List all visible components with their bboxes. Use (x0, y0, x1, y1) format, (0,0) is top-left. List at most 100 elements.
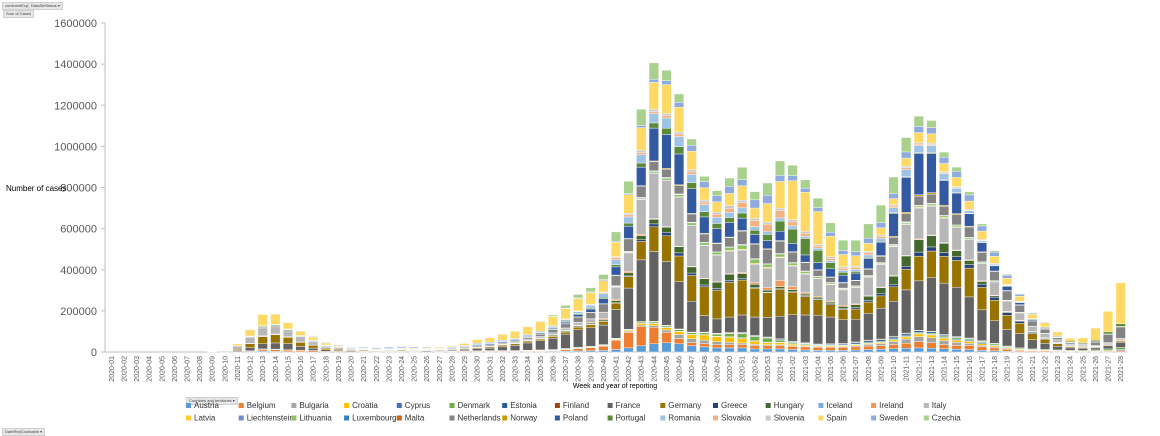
legend-item-luxembourg[interactable]: Luxembourg (344, 414, 397, 423)
legend-item-bulgaria[interactable]: Bulgaria (291, 401, 329, 410)
bar-segment-italy (825, 284, 836, 302)
y-axis-title: Number of cases (6, 184, 66, 193)
bar-segment-poland (888, 213, 899, 237)
bar-segment-hungary (901, 255, 912, 267)
legend-item-sweden[interactable]: Sweden (871, 414, 908, 423)
bar-segment-france (1065, 347, 1076, 351)
legend-item-ireland[interactable]: Ireland (871, 401, 904, 410)
bar-segment-slovakia (800, 233, 811, 237)
bar-segment-sweden (674, 101, 685, 108)
bar-segment-bulgaria (976, 345, 987, 348)
legend-item-lithuania[interactable]: Lithuania (291, 414, 332, 423)
legend-item-czechia[interactable]: Czechia (923, 414, 961, 423)
bar-segment-germany (951, 260, 962, 288)
bar-segment-spain (939, 163, 950, 172)
legend-item-croatia[interactable]: Croatia (344, 401, 378, 410)
bar-stack-2020-13 (257, 313, 268, 353)
x-tick-label: 2020-51 (740, 356, 747, 382)
legend-item-slovenia[interactable]: Slovenia (765, 414, 805, 423)
legend-item-belgium[interactable]: Belgium (238, 401, 276, 410)
legend-swatch (502, 415, 508, 421)
bar-segment-belgium (636, 326, 647, 347)
bar-segment-spain (648, 82, 659, 110)
bar-segment-lithuania (775, 253, 786, 258)
bar-segment-austria (951, 348, 962, 353)
bar-segment-slovakia (812, 245, 823, 249)
legend-item-latvia[interactable]: Latvia (186, 414, 216, 423)
bar-segment-romania (749, 226, 760, 231)
legend-swatch (660, 403, 666, 408)
bar-segment-spain (295, 331, 306, 336)
legend-label: Germany (668, 401, 701, 410)
values-field-button[interactable]: Sum of Cases (3, 10, 35, 18)
bar-segment-netherlands (901, 213, 912, 223)
legend-item-romania[interactable]: Romania (660, 414, 701, 423)
legend-item-estonia[interactable]: Estonia (502, 401, 537, 410)
bar-segment-italy (875, 264, 886, 288)
legend-item-hungary[interactable]: Hungary (765, 401, 804, 410)
bar-segment-france (989, 320, 1000, 344)
legend-item-liechtenstein[interactable]: Liechtenstein (238, 414, 294, 423)
bar-segment-romania (623, 216, 634, 224)
bar-segment-austria (939, 348, 950, 353)
legend-item-finland[interactable]: Finland (554, 401, 589, 410)
bar-segment-denmark (762, 337, 773, 343)
bar-segment-poland (724, 222, 735, 238)
legend-item-germany[interactable]: Germany (660, 401, 701, 410)
legend-swatch (818, 415, 824, 421)
bar-segment-poland (686, 188, 697, 214)
bar-segment-estonia (926, 331, 937, 334)
bar-segment-france (875, 308, 886, 340)
bar-segment-greece (711, 288, 722, 291)
bar-segment-portugal (800, 238, 811, 256)
bar-segment-germany (863, 301, 874, 314)
legend-item-austria[interactable]: Austria (186, 401, 219, 410)
legend-item-norway[interactable]: Norway (502, 414, 537, 423)
bar-segment-sweden (346, 346, 357, 348)
bar-segment-portugal (623, 222, 634, 227)
legend-swatch (765, 415, 771, 421)
bar-segment-spain (308, 336, 319, 341)
legend-label: Luxembourg (352, 414, 396, 423)
legend-item-malta[interactable]: Malta (396, 414, 425, 423)
legend-field-button[interactable]: Countries and territories ▾ (186, 397, 238, 405)
legend-item-poland[interactable]: Poland (554, 414, 588, 423)
bar-segment-belgium (976, 346, 987, 351)
legend-label: Denmark (458, 401, 491, 410)
legend-item-greece[interactable]: Greece (713, 401, 748, 410)
legend-item-france[interactable]: France (607, 401, 641, 410)
legend-item-italy[interactable]: Italy (923, 401, 947, 410)
legend-label: Spain (826, 414, 846, 423)
bar-segment-poland (699, 216, 710, 234)
filter-button-dataset-status[interactable]: DataSetStatus ▾ (28, 2, 63, 10)
bar-segment-sweden (320, 342, 331, 344)
bar-segment-austria (775, 348, 786, 353)
bar-segment-netherlands (762, 249, 773, 264)
legend-item-slovakia[interactable]: Slovakia (713, 414, 752, 423)
bar-segment-sweden (812, 207, 823, 212)
bar-segment-czechia (686, 138, 697, 146)
legend-swatch (344, 415, 350, 421)
bar-segment-italy (775, 257, 786, 281)
bar-segment-poland (800, 254, 811, 263)
bar-stack-2020-44 (648, 62, 659, 353)
bar-stack-2020-48 (699, 176, 710, 353)
bar-segment-lithuania (926, 203, 937, 206)
legend-item-portugal[interactable]: Portugal (607, 414, 646, 423)
bar-segment-poland (674, 153, 685, 186)
bar-segment-italy (1014, 312, 1025, 321)
legend-item-netherlands[interactable]: Netherlands (449, 414, 501, 423)
bar-segment-germany (648, 226, 659, 252)
bar-segment-sweden (358, 347, 369, 349)
legend-item-iceland[interactable]: Iceland (818, 401, 852, 410)
legend-item-cyprus[interactable]: Cyprus (396, 401, 430, 410)
legend-item-spain[interactable]: Spain (818, 414, 847, 423)
bar-stack-2020-41 (611, 231, 621, 353)
bar-segment-spain (850, 255, 861, 267)
bar-segment-hungary (800, 293, 811, 296)
bar-segment-germany (762, 292, 773, 318)
bar-stack-2021-05 (825, 222, 836, 353)
x-tick-label: 2020-43 (639, 356, 646, 382)
bar-segment-netherlands (535, 333, 546, 337)
legend-item-denmark[interactable]: Denmark (449, 401, 491, 410)
